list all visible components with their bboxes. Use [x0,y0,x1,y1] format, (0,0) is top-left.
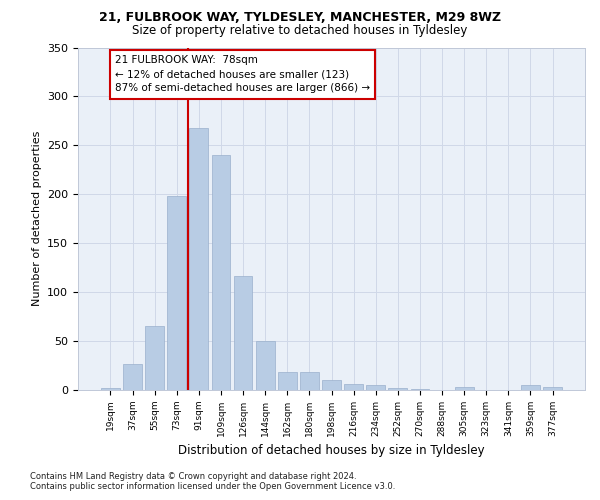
Y-axis label: Number of detached properties: Number of detached properties [32,131,41,306]
Bar [278,372,296,390]
Bar [167,196,186,390]
Bar [101,388,120,390]
X-axis label: Distribution of detached houses by size in Tyldesley: Distribution of detached houses by size … [178,444,485,458]
Bar [212,155,230,390]
Bar [367,385,385,390]
Bar [256,341,275,390]
Bar [543,387,562,390]
Bar [410,389,430,390]
Bar [145,326,164,390]
Bar [388,388,407,390]
Text: 21, FULBROOK WAY, TYLDESLEY, MANCHESTER, M29 8WZ: 21, FULBROOK WAY, TYLDESLEY, MANCHESTER,… [99,11,501,24]
Text: Contains public sector information licensed under the Open Government Licence v3: Contains public sector information licen… [30,482,395,491]
Bar [300,372,319,390]
Bar [344,384,363,390]
Bar [322,380,341,390]
Text: 21 FULBROOK WAY:  78sqm
← 12% of detached houses are smaller (123)
87% of semi-d: 21 FULBROOK WAY: 78sqm ← 12% of detached… [115,56,370,94]
Bar [521,385,540,390]
Bar [190,128,208,390]
Bar [233,276,253,390]
Text: Size of property relative to detached houses in Tyldesley: Size of property relative to detached ho… [133,24,467,37]
Bar [123,364,142,390]
Bar [455,387,473,390]
Text: Contains HM Land Registry data © Crown copyright and database right 2024.: Contains HM Land Registry data © Crown c… [30,472,356,481]
